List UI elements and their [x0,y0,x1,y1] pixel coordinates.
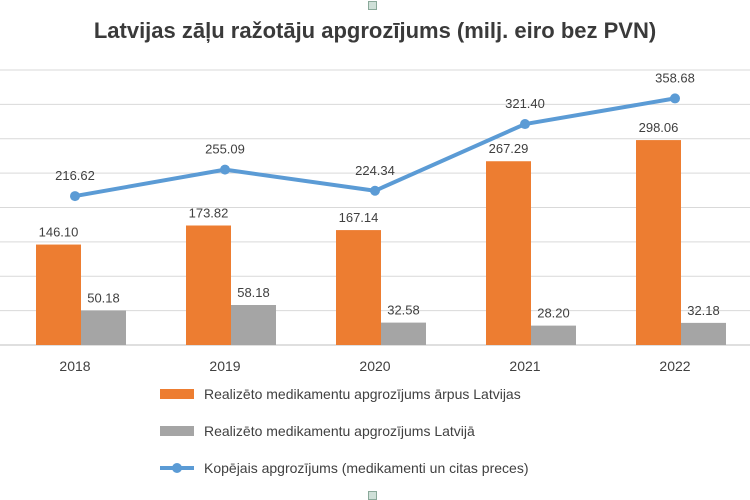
bar-export [186,225,231,345]
total-line [74,96,676,199]
data-label-total: 358.68 [655,70,695,85]
data-label-domestic: 58.18 [237,285,270,300]
legend-label-domestic: Realizēto medikamentu apgrozījums Latvij… [204,423,475,439]
legend-label-export: Realizēto medikamentu apgrozījums ārpus … [204,386,521,402]
bar-export [636,140,681,345]
legend-line-total [160,463,194,473]
data-label-total: 255.09 [205,142,245,157]
bar-export [486,161,531,345]
resize-handle-top[interactable] [368,1,377,10]
legend-swatch-export [160,389,194,399]
bar-domestic [381,322,426,345]
x-tick-label: 2022 [659,358,690,374]
x-tick-label: 2019 [209,358,240,374]
legend-swatch-domestic [160,426,194,436]
total-point [370,185,380,196]
data-label-export: 267.29 [489,141,529,156]
x-axis-ticks: 2018 2019 2020 2021 2022 [59,358,690,374]
x-tick-label: 2020 [359,358,390,374]
bar-domestic [231,305,276,345]
total-point [670,93,680,104]
legend-item-domestic: Realizēto medikamentu apgrozījums Latvij… [160,421,475,441]
data-label-export: 167.14 [339,210,379,225]
data-label-total: 321.40 [505,96,545,111]
x-tick-label: 2021 [509,358,540,374]
data-label-domestic: 32.18 [687,303,720,318]
legend-item-total: Kopējais apgrozījums (medikamenti un cit… [160,458,528,478]
legend-item-export: Realizēto medikamentu apgrozījums ārpus … [160,384,521,404]
data-label-export: 298.06 [639,120,679,135]
bar-domestic [531,325,576,345]
data-label-total: 216.62 [55,168,95,183]
data-label-domestic: 50.18 [87,291,120,306]
total-point [520,119,530,130]
bars [36,140,726,345]
x-tick-label: 2018 [59,358,90,374]
data-label-export: 146.10 [39,225,79,240]
line-series [70,93,680,202]
bar-export [336,230,381,345]
data-label-total: 224.34 [355,163,395,178]
data-label-domestic: 28.20 [537,306,570,321]
total-point [220,164,230,175]
bar-domestic [681,322,726,345]
bar-domestic [81,310,126,345]
data-labels: 146.10 173.82 167.14 267.29 298.06 50.18 58.18… [39,70,720,320]
chart-title: Latvijas zāļu ražotāju apgrozījums (milj… [93,18,657,43]
data-label-export: 173.82 [189,205,229,220]
bar-export [36,244,81,345]
data-label-domestic: 32.58 [387,303,420,318]
total-point [70,191,80,202]
legend-label-total: Kopējais apgrozījums (medikamenti un cit… [204,460,529,476]
